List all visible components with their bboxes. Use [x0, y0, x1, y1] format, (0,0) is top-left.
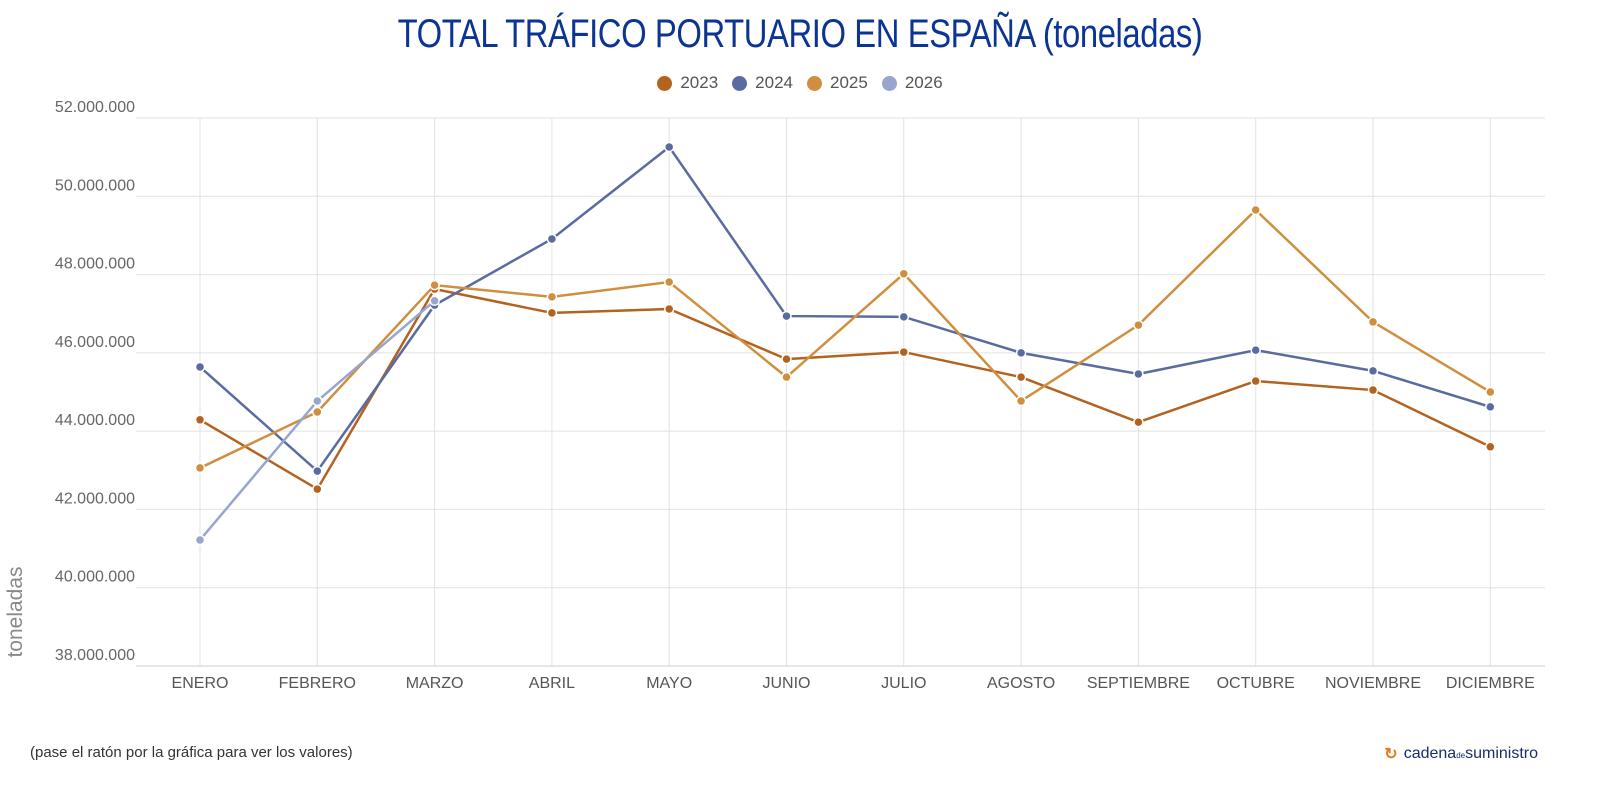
legend-label: 2023	[680, 73, 719, 92]
y-tick-label: 48.000.000	[55, 256, 135, 273]
legend-label: 2026	[904, 73, 943, 92]
data-point-2023	[898, 346, 910, 358]
data-point-2025	[898, 268, 910, 280]
data-point-2023	[1367, 384, 1379, 396]
series-line-2025	[199, 208, 1491, 470]
data-point-2023	[1250, 375, 1261, 387]
legend-marker	[732, 75, 748, 91]
y-tick-label: 44.000.000	[55, 412, 135, 429]
legend-marker	[657, 75, 673, 91]
legend-item-2024[interactable]: 2024	[732, 73, 793, 93]
legend-marker	[881, 75, 897, 91]
x-tick-label: AGOSTO	[987, 675, 1055, 692]
y-tick-label: 50.000.000	[55, 177, 135, 194]
data-point-2025	[781, 371, 792, 383]
legend-label: 2025	[830, 73, 868, 92]
logo-text-end: suministro	[1465, 745, 1538, 762]
data-point-2025	[1367, 316, 1379, 328]
x-tick-label: DICIEMBRE	[1446, 675, 1535, 692]
data-point-2025	[429, 279, 440, 291]
logo[interactable]: ↻ cadenadesuministro	[1384, 744, 1538, 764]
legend-item-2023[interactable]: 2023	[657, 73, 718, 93]
x-tick-label: MARZO	[406, 675, 464, 692]
data-point-2024	[1133, 368, 1144, 380]
legend: 2023 2024 2025 2026	[0, 73, 1600, 93]
y-tick-label: 46.000.000	[55, 334, 135, 351]
x-tick-label: SEPTIEMBRE	[1087, 675, 1190, 692]
data-point-2025	[1485, 386, 1496, 398]
data-point-2025	[194, 462, 206, 474]
x-tick-label: JUNIO	[763, 675, 811, 692]
data-point-2024	[1250, 344, 1261, 356]
data-point-2025	[546, 291, 558, 303]
x-tick-label: ENERO	[172, 675, 229, 692]
y-axis-label: toneladas	[4, 566, 27, 657]
data-point-2024	[1015, 347, 1027, 359]
data-point-2025	[663, 276, 675, 288]
legend-marker	[807, 75, 822, 91]
data-point-2024	[1485, 401, 1496, 413]
data-point-2023	[312, 483, 323, 495]
data-point-2026	[429, 295, 440, 307]
logo-icon: ↻	[1384, 746, 1398, 763]
logo-text: cadena	[1403, 745, 1457, 762]
data-point-2023	[1485, 441, 1496, 453]
data-point-2025	[1250, 204, 1261, 216]
series-line-2023	[199, 287, 1491, 491]
y-tick-label: 52.000.000	[55, 99, 135, 116]
data-point-2024	[546, 233, 558, 245]
x-tick-label: JULIO	[881, 675, 926, 692]
y-tick-label: 42.000.000	[55, 490, 135, 507]
x-tick-label: ABRIL	[529, 675, 575, 692]
data-point-2025	[1133, 319, 1144, 331]
y-tick-label: 38.000.000	[55, 647, 135, 664]
hover-hint: (pase el ratón por la gráfica para ver l…	[30, 744, 353, 761]
x-tick-label: FEBRERO	[279, 675, 356, 692]
data-point-2023	[194, 414, 206, 426]
data-point-2024	[663, 141, 675, 153]
data-point-2024	[312, 465, 323, 477]
data-point-2023	[546, 307, 558, 319]
data-point-2023	[1133, 416, 1144, 428]
data-point-2025	[1015, 395, 1027, 407]
data-point-2024	[194, 361, 206, 373]
data-point-2024	[781, 310, 792, 322]
y-tick-label: 40.000.000	[55, 569, 135, 586]
data-point-2023	[781, 353, 792, 365]
data-point-2026	[312, 395, 323, 407]
x-tick-label: NOVIEMBRE	[1325, 675, 1421, 692]
logo-text-small: de	[1456, 751, 1466, 760]
series-line-2024	[199, 145, 1491, 473]
legend-item-2025[interactable]: 2025	[807, 73, 868, 93]
data-point-2025	[312, 406, 323, 418]
data-point-2026	[194, 534, 206, 546]
legend-label: 2024	[755, 73, 793, 92]
data-point-2024	[898, 311, 910, 323]
data-point-2023	[663, 303, 675, 315]
data-point-2024	[1367, 365, 1379, 377]
x-tick-label: MAYO	[646, 675, 692, 692]
x-tick-label: OCTUBRE	[1217, 675, 1295, 692]
legend-item-2026[interactable]: 2026	[881, 73, 943, 93]
chart-title: TOTAL TRÁFICO PORTUARIO EN ESPAÑA (tonel…	[397, 12, 1203, 56]
data-point-2023	[1015, 371, 1027, 383]
